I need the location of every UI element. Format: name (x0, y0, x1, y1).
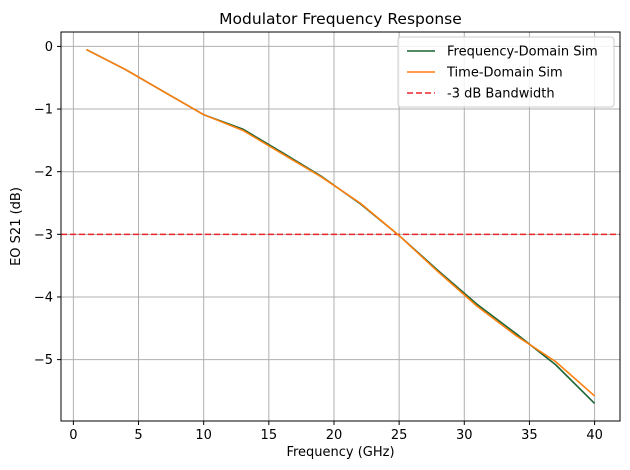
y-tick-label: 0 (45, 40, 53, 55)
y-tick-label: −2 (34, 165, 53, 180)
y-tick-label: −4 (34, 290, 53, 305)
y-axis-label: EO S21 (dB) (9, 187, 24, 266)
x-tick-label: 20 (326, 428, 343, 443)
x-tick-label: 40 (586, 428, 603, 443)
y-axis-ticks: 0 −1 −2 −3 −4 −5 (34, 40, 61, 368)
y-tick-label: −3 (34, 228, 53, 243)
x-tick-label: 0 (69, 428, 77, 443)
legend-box (397, 36, 615, 108)
time-domain-series-line (86, 48, 596, 397)
plot-frame (60, 31, 621, 422)
legend-label: Time-Domain Sim (446, 66, 563, 81)
x-tick-label: 15 (261, 428, 278, 443)
legend-label: -3 dB Bandwidth (447, 87, 555, 102)
legend: Frequency-Domain Sim Time-Domain Sim -3 dB… (397, 36, 615, 108)
x-tick-label: 30 (456, 428, 473, 443)
chart-title: Modulator Frequency Response (219, 10, 462, 28)
legend-label: Frequency-Domain Sim (447, 45, 598, 60)
x-tick-label: 25 (391, 428, 408, 443)
x-axis-label: Frequency (GHz) (286, 445, 394, 460)
y-tick-label: −5 (34, 353, 53, 368)
series-lines (86, 48, 596, 405)
y-tick-label: −1 (34, 103, 53, 118)
x-tick-label: 35 (521, 428, 538, 443)
x-tick-label: 10 (195, 428, 212, 443)
x-axis-ticks: 0 5 10 15 20 25 30 35 40 (69, 421, 603, 443)
x-tick-label: 5 (134, 428, 142, 443)
